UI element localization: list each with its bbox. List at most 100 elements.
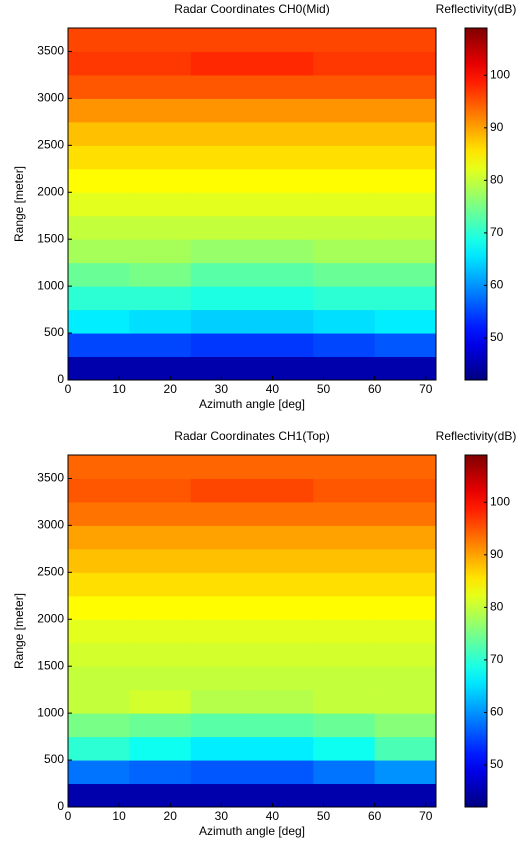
heatmap-cell xyxy=(129,145,192,170)
heatmap-cell xyxy=(129,356,192,381)
heatmap-cell xyxy=(313,548,376,573)
y-tick-label: 3500 xyxy=(37,471,64,485)
heatmap-cell xyxy=(190,572,253,597)
heatmap-cell xyxy=(68,215,130,240)
heatmap-cell xyxy=(374,478,437,503)
heatmap-cell xyxy=(252,145,314,170)
heatmap-cell xyxy=(190,689,253,714)
heatmap-cell xyxy=(190,548,253,573)
heatmap-cell xyxy=(252,309,314,334)
heatmap-cell xyxy=(68,74,130,99)
heatmap-cell xyxy=(68,595,130,620)
heatmap-cell xyxy=(252,501,314,526)
heatmap-cell xyxy=(374,619,437,644)
heatmap-cell xyxy=(252,121,314,146)
heatmap-cell xyxy=(252,192,314,217)
heatmap-cell xyxy=(313,478,376,503)
heatmap-cell xyxy=(374,98,437,123)
heatmap-cell xyxy=(374,74,437,99)
y-axis-label: Range [meter] xyxy=(12,166,26,242)
heatmap-cell xyxy=(313,121,376,146)
heatmap-cell xyxy=(129,736,192,761)
heatmap-cell xyxy=(313,192,376,217)
heatmap-cell xyxy=(313,666,376,691)
heatmap-cell xyxy=(252,689,314,714)
heatmap-cell xyxy=(68,666,130,691)
heatmap-cell xyxy=(313,145,376,170)
heatmap-cell xyxy=(129,572,192,597)
heatmap-cell xyxy=(129,783,192,808)
y-tick-label: 1500 xyxy=(37,658,64,672)
heatmap-cell xyxy=(374,286,437,311)
heatmap-cell xyxy=(313,455,376,479)
heatmap-cell xyxy=(374,736,437,761)
y-tick-label: 1000 xyxy=(37,705,64,719)
heatmap-cell xyxy=(313,525,376,550)
heatmap-cell xyxy=(313,74,376,99)
heatmap-cell xyxy=(190,51,253,76)
heatmap-cell xyxy=(68,783,130,808)
x-axis-label: Azimuth angle [deg] xyxy=(199,397,305,411)
heatmap-cell xyxy=(252,478,314,503)
heatmap-cell xyxy=(129,168,192,193)
heatmap-cell xyxy=(190,736,253,761)
heatmap-cell xyxy=(190,666,253,691)
heatmap-cell xyxy=(374,713,437,738)
heatmap-cell xyxy=(313,286,376,311)
heatmap-cell xyxy=(374,356,437,381)
axes-frame xyxy=(67,454,437,808)
heatmap-cell xyxy=(252,548,314,573)
heatmap-cell xyxy=(129,760,192,785)
heatmap-cell xyxy=(68,333,130,358)
x-tick-label: 0 xyxy=(65,382,72,396)
heatmap-cell xyxy=(190,168,253,193)
x-tick-label: 30 xyxy=(215,809,229,823)
heatmap-cell xyxy=(252,736,314,761)
heatmap-cell xyxy=(374,525,437,550)
heatmap-cell xyxy=(68,168,130,193)
chart-title: Radar Coordinates CH0(Mid) xyxy=(174,2,329,16)
y-tick-label: 3000 xyxy=(37,518,64,532)
heatmap-cell xyxy=(190,309,253,334)
y-tick-label: 2000 xyxy=(37,611,64,625)
colorbar-label: Reflectivity(dB) xyxy=(436,2,517,16)
heatmap-cell xyxy=(252,168,314,193)
heatmap-cell xyxy=(129,51,192,76)
heatmap-cell xyxy=(374,121,437,146)
y-axis-label: Range [meter] xyxy=(12,593,26,669)
colorbar-tick-label: 100 xyxy=(490,67,510,81)
heatmap-cell xyxy=(313,168,376,193)
heatmap-cell xyxy=(190,192,253,217)
heatmap-cell xyxy=(252,51,314,76)
y-tick-label: 500 xyxy=(44,752,64,766)
y-tick-label: 2500 xyxy=(37,138,64,152)
heatmap-cell xyxy=(190,28,253,52)
heatmap-cell xyxy=(129,478,192,503)
colorbar-tick-label: 100 xyxy=(490,494,510,508)
heatmap-cell xyxy=(252,356,314,381)
heatmap-cell xyxy=(252,666,314,691)
heatmap-cell xyxy=(68,262,130,287)
colorbar-tick-label: 80 xyxy=(490,173,504,187)
heatmap-cell xyxy=(374,548,437,573)
heatmap-cell xyxy=(129,215,192,240)
heatmap-cell xyxy=(129,121,192,146)
heatmap-cell xyxy=(68,572,130,597)
heatmap-cell xyxy=(129,309,192,334)
heatmap-cell xyxy=(374,595,437,620)
y-tick-label: 1500 xyxy=(37,231,64,245)
y-tick-label: 3500 xyxy=(37,44,64,58)
heatmap-cell xyxy=(374,572,437,597)
heatmap-cell xyxy=(68,309,130,334)
heatmap-cell xyxy=(313,689,376,714)
x-tick-label: 20 xyxy=(164,382,178,396)
colorbar-tick-label: 50 xyxy=(490,757,504,771)
heatmap-cell xyxy=(190,333,253,358)
heatmap-cell xyxy=(68,689,130,714)
heatmap-cell xyxy=(129,501,192,526)
x-tick-label: 10 xyxy=(112,382,126,396)
heatmap-cell xyxy=(190,713,253,738)
heatmap-cell xyxy=(129,28,192,52)
colorbar-tick-label: 90 xyxy=(490,120,504,134)
